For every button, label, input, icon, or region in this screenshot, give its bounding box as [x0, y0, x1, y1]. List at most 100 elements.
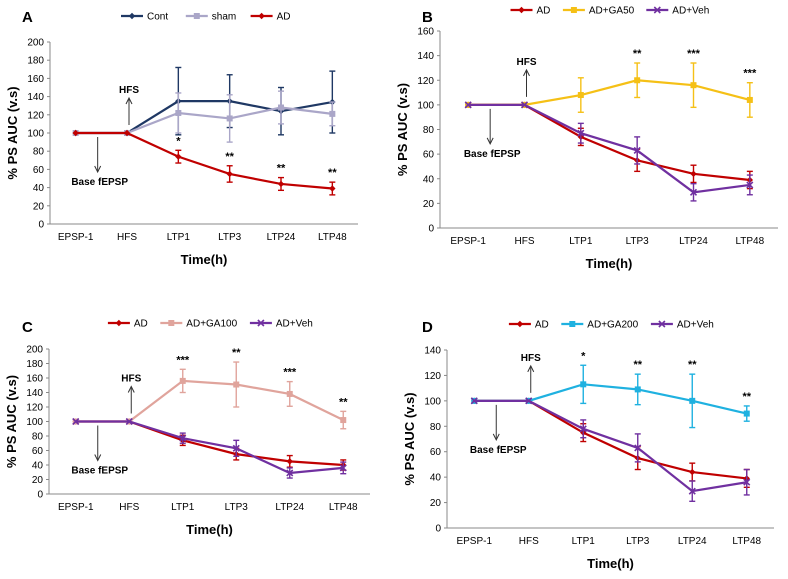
- hfs-arrow-head: [523, 68, 530, 77]
- legend-label: AD: [535, 320, 549, 331]
- x-tick-label: LTP1: [171, 502, 195, 513]
- y-tick-label: 0: [428, 224, 434, 235]
- y-tick-label: 40: [32, 461, 44, 472]
- panel-label: C: [22, 319, 33, 336]
- y-tick-label: 120: [417, 76, 434, 87]
- significance-marker: **: [277, 163, 286, 175]
- base-fepsp-arrow-head: [94, 454, 102, 462]
- data-point-marker: [577, 92, 584, 99]
- data-point-marker: [277, 180, 285, 188]
- y-tick-label: 200: [27, 38, 44, 49]
- y-tick-label: 140: [27, 92, 44, 103]
- data-point-marker: [72, 129, 79, 137]
- hfs-arrow-head: [125, 96, 133, 105]
- significance-marker: ***: [283, 367, 297, 379]
- significance-marker: **: [742, 391, 751, 403]
- data-point-marker: [577, 129, 585, 137]
- data-point-marker: [525, 397, 533, 405]
- data-point-marker: [690, 170, 697, 178]
- legend-swatch-marker: [257, 319, 265, 327]
- y-tick-label: 140: [26, 388, 43, 399]
- y-tick-label: 120: [27, 110, 44, 121]
- data-point-marker: [175, 153, 182, 160]
- x-tick-label: EPSP-1: [58, 232, 94, 243]
- y-tick-label: 0: [37, 490, 43, 501]
- data-point-marker: [232, 444, 240, 452]
- data-point-marker: [329, 110, 336, 117]
- y-tick-label: 40: [423, 174, 435, 185]
- data-point-marker: [743, 410, 750, 417]
- series-line-ad-veh: [75, 420, 344, 475]
- data-point-marker: [689, 468, 696, 476]
- legend-swatch-marker: [115, 319, 123, 327]
- y-tick-label: 140: [424, 346, 441, 357]
- base-fepsp-arrow-head: [492, 433, 500, 441]
- data-point-marker: [286, 390, 293, 397]
- data-point-marker: [470, 397, 478, 405]
- significance-marker: **: [633, 359, 642, 371]
- x-tick-label: LTP48: [329, 502, 358, 513]
- base-fepsp-label: Base fEPSP: [71, 177, 128, 188]
- data-point-marker: [226, 170, 233, 178]
- y-tick-label: 40: [430, 473, 442, 484]
- legend-swatch-marker: [570, 7, 577, 13]
- data-point-marker: [179, 377, 186, 384]
- data-point-marker: [633, 146, 641, 154]
- significance-marker: **: [225, 151, 234, 163]
- hfs-label: HFS: [521, 353, 541, 364]
- x-tick-label: LTP24: [267, 232, 296, 243]
- data-point-marker: [688, 487, 696, 495]
- y-tick-label: 0: [435, 524, 441, 535]
- data-point-marker: [689, 397, 696, 404]
- y-tick-label: 20: [33, 201, 45, 212]
- data-point-marker: [340, 417, 347, 424]
- y-tick-label: 60: [430, 447, 442, 458]
- legend-label: AD: [537, 6, 551, 17]
- y-tick-label: 80: [430, 422, 442, 433]
- x-axis-title: Time(h): [181, 252, 228, 267]
- significance-marker: ***: [687, 48, 701, 60]
- y-tick-label: 60: [33, 165, 45, 176]
- base-fepsp-label: Base fEPSP: [464, 149, 521, 160]
- legend-label: AD: [134, 319, 148, 330]
- hfs-label: HFS: [121, 374, 141, 385]
- data-point-marker: [179, 434, 187, 442]
- y-tick-label: 100: [27, 129, 44, 140]
- y-tick-label: 180: [26, 359, 43, 370]
- legend-swatch-marker: [518, 6, 525, 14]
- x-tick-label: HFS: [519, 536, 539, 547]
- panel-label: B: [422, 9, 433, 26]
- x-tick-label: LTP3: [225, 502, 249, 513]
- data-point-marker: [286, 458, 293, 465]
- y-tick-label: 100: [26, 417, 43, 428]
- x-tick-label: LTP48: [735, 236, 764, 247]
- x-axis-title: Time(h): [186, 522, 233, 537]
- x-tick-label: LTP1: [167, 232, 191, 243]
- x-tick-label: EPSP-1: [58, 502, 94, 513]
- legend-swatch-marker: [653, 6, 661, 14]
- data-point-marker: [634, 444, 642, 452]
- panel-label: A: [22, 9, 33, 26]
- y-tick-label: 180: [27, 56, 44, 67]
- y-axis-title: % PS AUC (v.s): [402, 392, 417, 485]
- legend-label: AD+Veh: [672, 6, 709, 17]
- x-tick-label: LTP24: [275, 502, 304, 513]
- legend-swatch-marker: [168, 320, 175, 326]
- data-point-marker: [579, 425, 587, 433]
- data-point-marker: [123, 129, 131, 137]
- legend-label: AD: [277, 12, 291, 23]
- legend-label: Cont: [147, 12, 168, 23]
- y-tick-label: 20: [430, 498, 442, 509]
- x-tick-label: HFS: [117, 232, 137, 243]
- data-point-marker: [175, 109, 182, 116]
- y-tick-label: 160: [26, 374, 43, 385]
- data-point-marker: [125, 417, 133, 426]
- hfs-arrow-head: [127, 385, 135, 393]
- legend-swatch-marker: [128, 12, 136, 20]
- y-tick-label: 160: [27, 74, 44, 85]
- y-tick-label: 20: [423, 199, 435, 210]
- x-tick-label: HFS: [515, 236, 535, 247]
- x-tick-label: LTP48: [318, 232, 347, 243]
